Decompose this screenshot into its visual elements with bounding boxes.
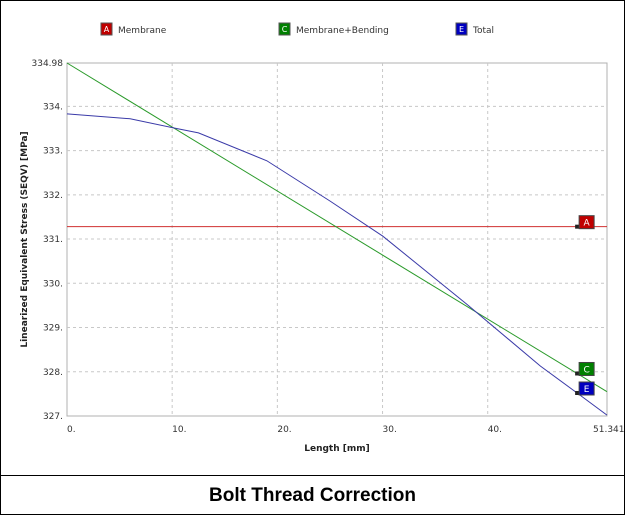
legend-swatch-c (278, 22, 291, 36)
y-tick-label: 334.98 (32, 59, 64, 69)
series-line-e (66, 113, 608, 416)
legend-marker-letter: E (459, 25, 464, 34)
series-probe-point (575, 390, 580, 395)
y-tick-label: 328. (43, 368, 63, 378)
y-tick-label: 333. (43, 147, 63, 157)
series-line-c (66, 62, 608, 393)
y-tick-label: 334. (43, 102, 63, 112)
series-tag-letter: E (584, 385, 590, 395)
y-axis-label: Linearized Equivalent Stress (SEQV) [MPa… (20, 131, 30, 347)
y-tick-label: 327. (43, 412, 63, 422)
x-tick-label: 0. (67, 425, 76, 435)
x-tick-label: 10. (172, 425, 186, 435)
series-probe-point (575, 371, 580, 376)
legend-marker-letter: C (282, 25, 288, 34)
y-tick-label: 329. (43, 324, 63, 334)
y-tick-label: 332. (43, 191, 63, 201)
legend-swatch-a (100, 22, 113, 36)
caption: Bolt Thread Correction (209, 484, 416, 506)
series-tag-c (578, 361, 595, 376)
caption-box: Bolt Thread Correction (1, 475, 624, 514)
legend-marker-letter: A (104, 25, 110, 34)
chart: 0. 10. 20. 30. 40. 51.341 327. 328. 329. 330. 331.… (20, 22, 624, 454)
x-tick-label: 40. (488, 425, 502, 435)
x-tick-label: 20. (277, 425, 291, 435)
legend-swatch-e (455, 22, 468, 36)
legend-label: Membrane+Bending (296, 26, 389, 36)
y-tick-label: 330. (43, 279, 63, 289)
series-tag-a (578, 215, 595, 230)
series-tag-letter: C (583, 365, 589, 375)
x-axis-label: Length [mm] (304, 444, 370, 454)
series-tag-letter: A (584, 219, 591, 229)
y-tick-label: 331. (43, 235, 63, 245)
legend-label: Membrane (118, 26, 167, 36)
series-tag-e (578, 381, 595, 396)
x-tick-label: 30. (383, 425, 397, 435)
legend-label: Total (472, 26, 494, 36)
x-tick-label: 51.341 (593, 425, 624, 435)
series-probe-point (575, 224, 580, 229)
